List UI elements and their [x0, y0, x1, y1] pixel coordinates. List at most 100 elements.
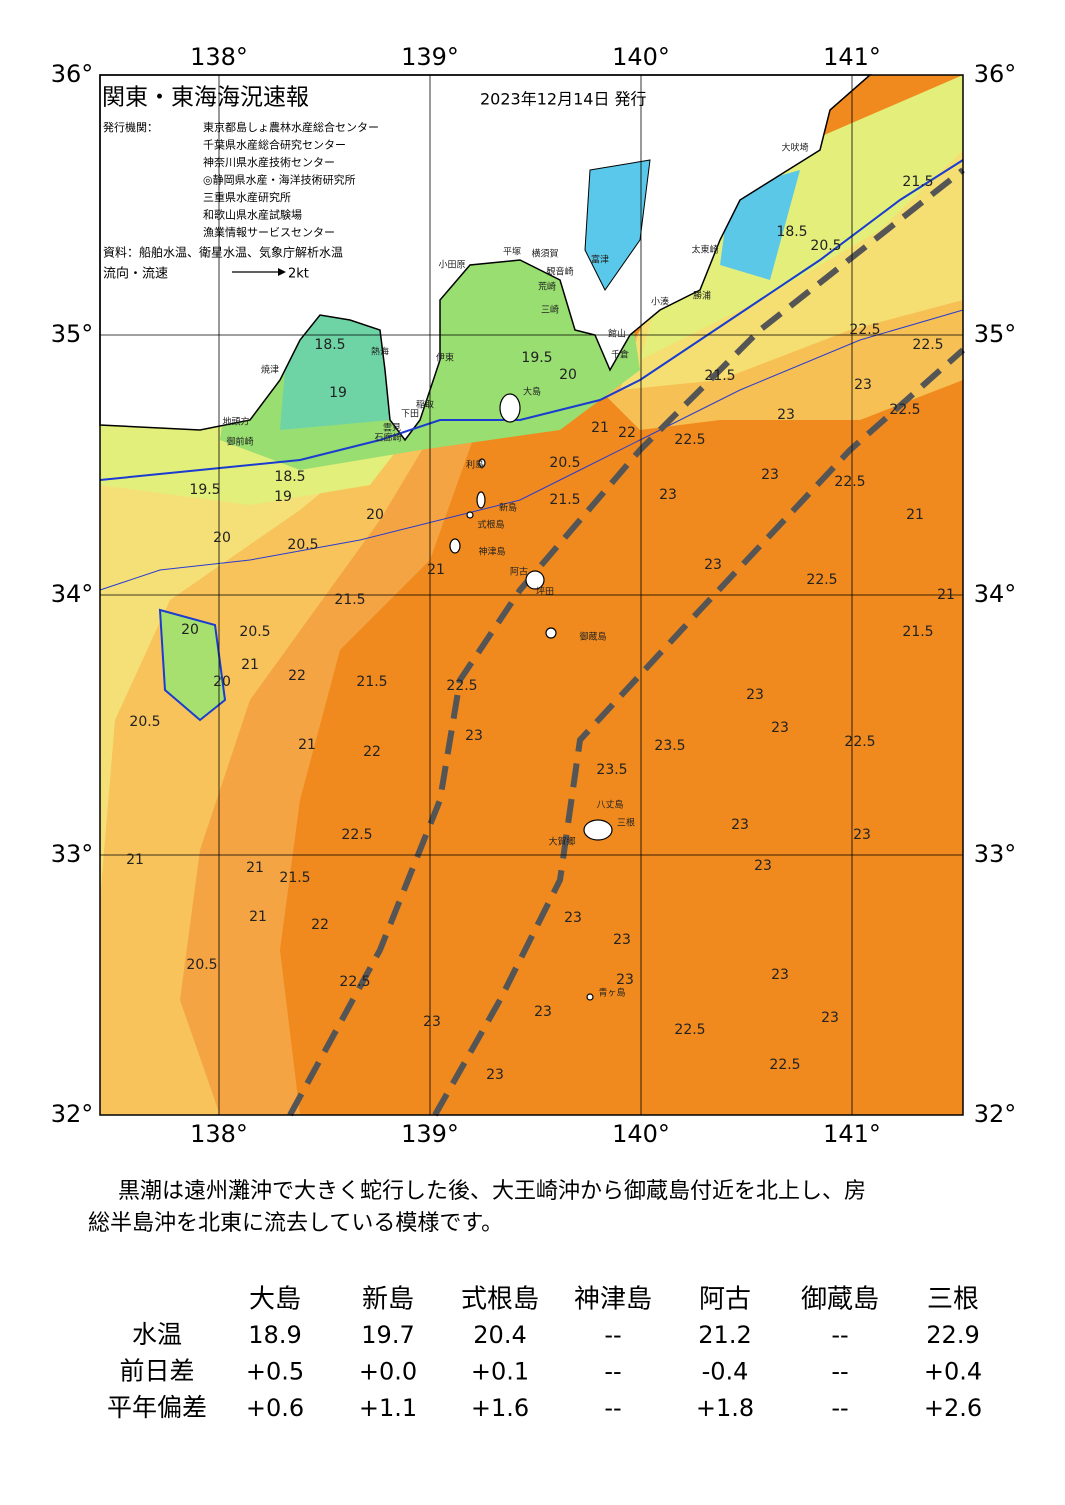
table-cell: 22.9 — [926, 1321, 979, 1349]
contour-label: 21.5 — [279, 870, 310, 886]
contour-label: 23 — [771, 967, 789, 983]
contour-label: 23 — [423, 1014, 441, 1030]
contour-label: 21 — [241, 657, 259, 673]
table-cell: -- — [831, 1321, 848, 1349]
lon-tick-label: 140° — [612, 43, 670, 71]
contour-label: 22.5 — [844, 734, 875, 750]
contour-label: 18.5 — [776, 224, 807, 240]
contour-line — [99, 309, 964, 591]
island — [476, 491, 486, 509]
place-label: 神津島 — [478, 546, 505, 558]
place-label: 富津 — [591, 254, 609, 266]
contour-label: 22.5 — [341, 827, 372, 843]
place-label: 坪田 — [536, 587, 554, 598]
cold-eddy — [158, 608, 227, 722]
place-label: 新島 — [499, 502, 517, 514]
island — [478, 458, 486, 468]
contour-label: 21 — [427, 562, 445, 578]
contour-label: 22.5 — [769, 1057, 800, 1073]
caption-line: 総半島沖を北東に流去している模様です。 — [88, 1211, 503, 1236]
table-cell: +1.6 — [471, 1394, 529, 1422]
place-label: 三崎 — [541, 304, 559, 316]
lat-tick-label: 34° — [51, 580, 94, 608]
place-label: 御前崎 — [226, 436, 253, 448]
place-label: 大賀郷 — [548, 836, 575, 848]
place-label: 太東崎 — [691, 244, 718, 256]
lat-tick-label: 36° — [974, 60, 1017, 88]
contour-label: 23 — [754, 858, 772, 874]
lon-tick-label: 140° — [612, 1120, 670, 1148]
contour-label: 21 — [126, 852, 144, 868]
contour-label: 22 — [363, 744, 381, 760]
table-header: 大島 — [249, 1285, 301, 1315]
table-cell: 18.9 — [248, 1321, 301, 1349]
contour-label: 22.5 — [339, 974, 370, 990]
contour-label: 20 — [213, 530, 231, 546]
contour-label: 23 — [821, 1010, 839, 1026]
place-label: 大吠埼 — [781, 142, 808, 154]
contour-label: 22 — [311, 917, 329, 933]
table-cell: -- — [831, 1358, 848, 1386]
table-cell: -0.4 — [702, 1358, 749, 1386]
contour-label: 20.5 — [287, 537, 318, 553]
sea-zone — [640, 75, 963, 360]
table-header: 式根島 — [461, 1285, 539, 1315]
contour-label: 21 — [937, 587, 955, 603]
table-cell: 20.4 — [473, 1321, 526, 1349]
contour-label: 20 — [366, 507, 384, 523]
place-label: 勝浦 — [693, 290, 711, 302]
contour-label: 22.5 — [674, 432, 705, 448]
islands — [449, 393, 613, 1001]
contour-label: 23 — [771, 720, 789, 736]
lat-tick-label: 32° — [974, 1100, 1017, 1128]
table-cell: -- — [604, 1358, 621, 1386]
flow-label: 流向・流速 — [103, 266, 168, 282]
place-label: 平塚 — [503, 247, 521, 258]
sea-zone — [100, 420, 410, 900]
place-label: 横須賀 — [531, 248, 558, 260]
contour-label: 19 — [329, 385, 347, 401]
issuer: 千葉県水産総合研究センター — [203, 138, 346, 152]
contour-label: 22.5 — [446, 678, 477, 694]
sea-zone — [100, 420, 440, 1115]
contour-label: 21 — [906, 507, 924, 523]
contour-label: 23 — [486, 1067, 504, 1083]
contour-label: 21.5 — [902, 624, 933, 640]
contour-label: 23 — [746, 687, 764, 703]
kuroshio-axis — [287, 167, 965, 1117]
source: 資料：船舶水温、衛星水温、気象庁解析水温 — [103, 245, 343, 260]
place-label: 阿古 — [510, 566, 528, 578]
lon-tick-label: 138° — [190, 1120, 248, 1148]
table-cell: +0.5 — [246, 1358, 304, 1386]
contour-label: 23 — [534, 1004, 552, 1020]
contour-label: 23 — [704, 557, 722, 573]
table-cell: +2.6 — [924, 1394, 982, 1422]
date: 2023年12月14日 発行 — [480, 90, 647, 109]
place-label: 千倉 — [611, 349, 629, 361]
contour-label: 22.5 — [912, 337, 943, 353]
table-cell: +0.4 — [924, 1358, 982, 1386]
contour-label: 22.5 — [849, 322, 880, 338]
contour-label: 18.5 — [314, 337, 345, 353]
issuer: 和歌山県水産試験場 — [203, 208, 302, 222]
contour-label: 23 — [777, 407, 795, 423]
flow-scale: 2kt — [288, 267, 309, 282]
table-cell: 19.7 — [361, 1321, 414, 1349]
place-label: 御蔵島 — [579, 631, 606, 643]
lat-tick-label: 35° — [974, 320, 1017, 348]
contour-label: 21.5 — [334, 592, 365, 608]
island — [466, 511, 474, 519]
lon-tick-label: 141° — [823, 43, 881, 71]
place-label: 石廊崎 — [374, 432, 401, 444]
table-header: 新島 — [362, 1285, 414, 1315]
contour-label: 23 — [659, 487, 677, 503]
contour-label: 23 — [731, 817, 749, 833]
place-label: 三根 — [617, 817, 635, 829]
island — [586, 993, 594, 1001]
island — [525, 570, 545, 590]
place-label: 式根島 — [477, 519, 504, 531]
place-label: 熱海 — [371, 346, 389, 358]
island — [583, 819, 613, 841]
contour-label: 20 — [213, 674, 231, 690]
contour-label: 23 — [854, 377, 872, 393]
